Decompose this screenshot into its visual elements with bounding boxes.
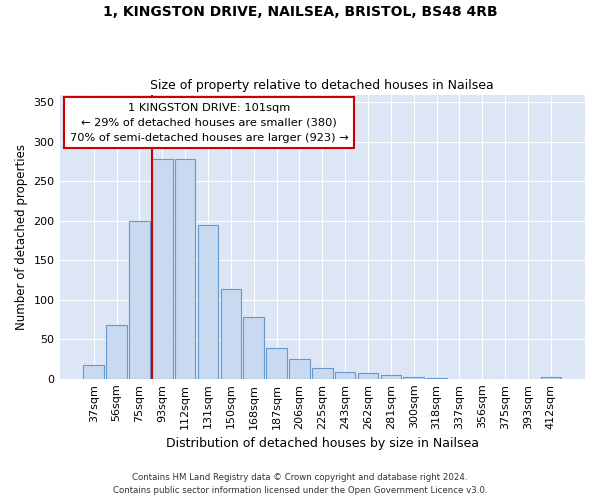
Bar: [106, 325, 127, 379]
Bar: [83, 366, 104, 379]
Bar: [175, 160, 196, 379]
Bar: [541, 377, 561, 379]
Bar: [312, 368, 332, 379]
Title: Size of property relative to detached houses in Nailsea: Size of property relative to detached ho…: [151, 79, 494, 92]
Bar: [335, 372, 355, 379]
X-axis label: Distribution of detached houses by size in Nailsea: Distribution of detached houses by size …: [166, 437, 479, 450]
Bar: [129, 221, 150, 379]
Bar: [266, 348, 287, 379]
Bar: [244, 317, 264, 379]
Text: 1, KINGSTON DRIVE, NAILSEA, BRISTOL, BS48 4RB: 1, KINGSTON DRIVE, NAILSEA, BRISTOL, BS4…: [103, 5, 497, 19]
Text: Contains HM Land Registry data © Crown copyright and database right 2024.
Contai: Contains HM Land Registry data © Crown c…: [113, 474, 487, 495]
Y-axis label: Number of detached properties: Number of detached properties: [15, 144, 28, 330]
Bar: [289, 359, 310, 379]
Bar: [403, 377, 424, 379]
Text: 1 KINGSTON DRIVE: 101sqm
← 29% of detached houses are smaller (380)
70% of semi-: 1 KINGSTON DRIVE: 101sqm ← 29% of detach…: [70, 103, 349, 142]
Bar: [358, 374, 378, 379]
Bar: [426, 378, 447, 379]
Bar: [380, 375, 401, 379]
Bar: [221, 289, 241, 379]
Bar: [152, 160, 173, 379]
Bar: [198, 225, 218, 379]
